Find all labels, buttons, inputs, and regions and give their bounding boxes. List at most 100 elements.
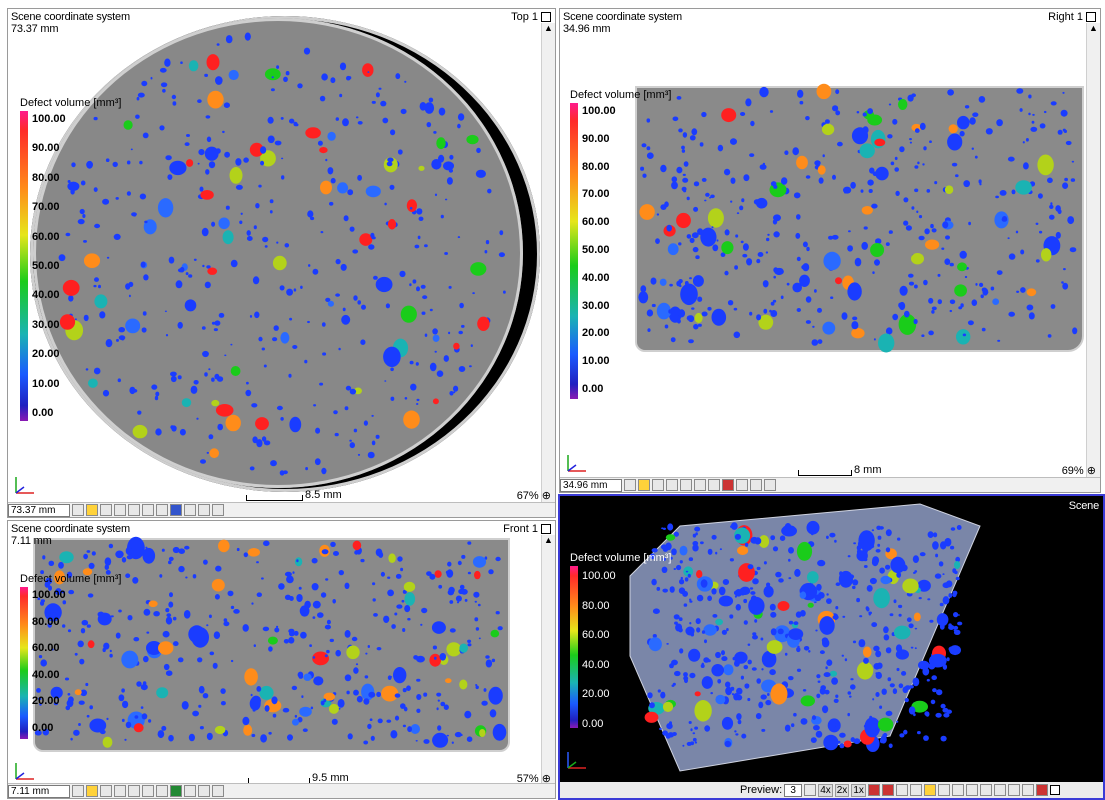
view-bottom-icon[interactable]	[1007, 784, 1020, 796]
move-icon[interactable]	[666, 479, 678, 491]
defect-mark	[390, 129, 396, 136]
spin-icon[interactable]	[804, 784, 817, 796]
highlight-icon[interactable]	[86, 785, 98, 797]
cut-icon[interactable]	[156, 785, 168, 797]
right-view[interactable]: Scene coordinate system 34.96 mm Right 1…	[559, 8, 1101, 493]
contrast-icon[interactable]	[100, 504, 112, 516]
defect-mark	[256, 592, 262, 597]
dropdown-icon[interactable]	[72, 504, 84, 516]
defect-mark	[223, 621, 230, 627]
dropdown-icon[interactable]	[624, 479, 636, 491]
defect-mark	[640, 285, 647, 293]
stop-icon[interactable]	[1035, 784, 1048, 796]
mask-icon[interactable]	[212, 785, 224, 797]
ruler-icon[interactable]	[895, 784, 908, 796]
layout-icon[interactable]	[128, 504, 140, 516]
highlight-icon[interactable]	[86, 504, 98, 516]
scene-view[interactable]: Scene Defect volume [mm³] 100.00 80.00 60.…	[558, 494, 1105, 800]
clip-icon[interactable]	[867, 784, 880, 796]
preview-2x-button[interactable]: 2x	[834, 783, 850, 797]
grid-icon[interactable]	[750, 479, 762, 491]
grid-icon[interactable]	[198, 504, 210, 516]
view-right-icon[interactable]	[979, 784, 992, 796]
defect-mark	[110, 615, 114, 618]
light-icon[interactable]	[923, 784, 936, 796]
top-coordinate-field[interactable]: 73.37 mm	[8, 503, 70, 517]
defect-mark	[980, 294, 984, 299]
image-icon[interactable]	[142, 785, 154, 797]
defect-mark	[342, 307, 346, 312]
defect-mark	[375, 92, 380, 98]
legend-tick-label: 60.00	[582, 216, 610, 229]
axes-triad-icon	[564, 449, 590, 475]
preview-1x-button[interactable]: 1x	[851, 783, 866, 797]
defect-mark	[437, 725, 442, 731]
contrast-icon[interactable]	[652, 479, 664, 491]
mask-icon[interactable]	[764, 479, 776, 491]
defect-mark	[321, 549, 329, 555]
cut-icon[interactable]	[708, 479, 720, 491]
view-front-icon[interactable]	[937, 784, 950, 796]
image-icon[interactable]	[694, 479, 706, 491]
defect-mark	[817, 559, 826, 567]
contrast-icon[interactable]	[100, 785, 112, 797]
defect-mark	[760, 694, 767, 700]
maximize-icon[interactable]	[541, 524, 551, 534]
view-top-icon[interactable]	[993, 784, 1006, 796]
ruler-icon[interactable]	[184, 504, 196, 516]
defect-mark	[77, 640, 84, 648]
defect-mark	[165, 670, 173, 676]
view-left-icon[interactable]	[965, 784, 978, 796]
defect-mark	[353, 689, 359, 696]
defect-mark	[933, 532, 938, 538]
right-vertical-scrollbar[interactable]: ▲	[1086, 23, 1100, 478]
plane-icon[interactable]	[170, 785, 182, 797]
preview-field[interactable]: 3	[784, 783, 803, 797]
axes-icon[interactable]	[909, 784, 922, 796]
top-vertical-scrollbar[interactable]: ▲	[541, 23, 555, 503]
defect-mark	[745, 98, 752, 107]
defect-mark	[386, 161, 393, 167]
layout-icon[interactable]	[128, 785, 140, 797]
defect-mark	[205, 115, 211, 119]
front-vertical-scrollbar[interactable]: ▲	[541, 535, 555, 784]
defect-mark	[710, 692, 713, 695]
defect-mark	[498, 252, 505, 258]
defect-mark	[206, 265, 211, 269]
settings-icon[interactable]	[1021, 784, 1034, 796]
front-view[interactable]: Scene coordinate system 7.11 mm Front 1 …	[7, 520, 556, 799]
ruler-icon[interactable]	[184, 785, 196, 797]
highlight-icon[interactable]	[638, 479, 650, 491]
defect-mark	[68, 696, 74, 703]
image-icon[interactable]	[142, 504, 154, 516]
legend-tick-label: 50.00	[582, 244, 610, 256]
defect-mark	[1062, 182, 1069, 189]
legend-tick-label: 30.00	[32, 318, 60, 331]
crosshair-icon[interactable]	[881, 784, 894, 796]
move-icon[interactable]	[114, 504, 126, 516]
defect-mark	[421, 311, 426, 315]
view-back-icon[interactable]	[951, 784, 964, 796]
defect-mark	[700, 227, 717, 247]
defect-mark	[387, 576, 391, 579]
preview-4x-button[interactable]: 4x	[818, 783, 833, 797]
cut-icon[interactable]	[156, 504, 168, 516]
mask-icon[interactable]	[212, 504, 224, 516]
defect-mark	[467, 643, 472, 647]
right-coordinate-field[interactable]: 34.96 mm	[560, 478, 622, 492]
defect-mark	[286, 575, 294, 584]
plane-icon[interactable]	[170, 504, 182, 516]
ruler-icon[interactable]	[736, 479, 748, 491]
plane-icon[interactable]	[722, 479, 734, 491]
maximize-icon[interactable]	[1049, 785, 1060, 795]
maximize-icon[interactable]	[1086, 12, 1096, 22]
front-coordinate-field[interactable]: 7.11 mm	[8, 784, 70, 798]
move-icon[interactable]	[114, 785, 126, 797]
dropdown-icon[interactable]	[72, 785, 84, 797]
defect-mark	[955, 174, 959, 178]
grid-icon[interactable]	[198, 785, 210, 797]
top-view[interactable]: Scene coordinate system 73.37 mm Top 1 D…	[7, 8, 556, 518]
maximize-icon[interactable]	[541, 12, 551, 22]
layout-icon[interactable]	[680, 479, 692, 491]
defect-mark	[666, 643, 669, 645]
